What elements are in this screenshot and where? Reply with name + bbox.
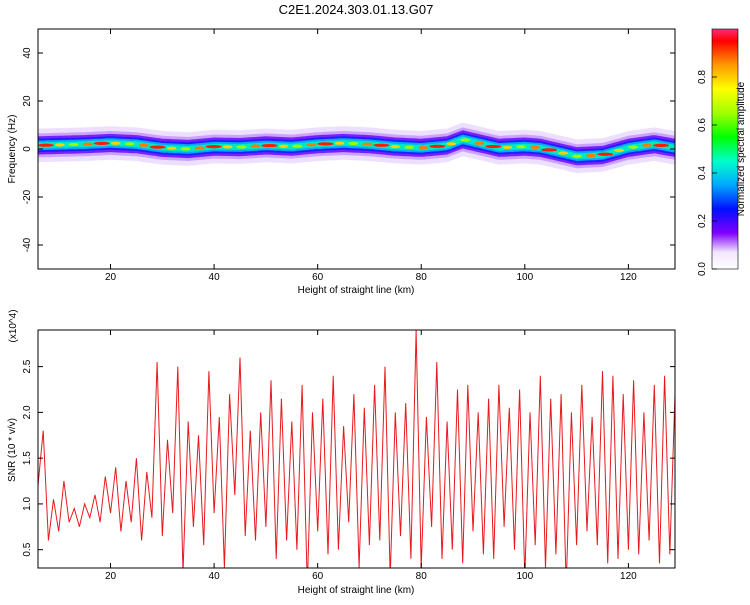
snr-multiplier: (x10^4) xyxy=(8,309,19,342)
colorbar-label: Normalized spectral amplitude xyxy=(736,81,747,216)
y-tick-label: 2.0 xyxy=(22,405,33,419)
colorbar-ticks: 0.0 0.2 0.4 0.6 0.8 xyxy=(697,70,717,276)
x-tick-label: 60 xyxy=(312,272,324,283)
heatmap-peak xyxy=(474,141,485,145)
heatmap-band xyxy=(38,136,675,160)
heatmap-peak xyxy=(166,146,177,150)
heatmap-peak xyxy=(82,142,93,146)
x-tick-label: 120 xyxy=(620,571,637,582)
heatmap-peak xyxy=(586,153,597,158)
heatmap-band xyxy=(38,134,675,161)
heatmap-peak xyxy=(653,143,670,147)
heatmap-peak xyxy=(446,142,457,146)
snr-panel: 20 40 60 80 100 120 0.5 1.0 1.5 2.0 2.5 Height of… xyxy=(7,309,676,596)
heatmap-peak xyxy=(558,151,569,155)
spectrogram-x-label: Height of straight line (km) xyxy=(298,285,415,296)
heatmap-peak xyxy=(222,145,233,149)
heatmap-peak xyxy=(516,145,527,149)
x-tick-label: 120 xyxy=(620,272,637,283)
spectrogram-y-label: Frequency (Hz) xyxy=(7,115,18,184)
y-tick-label: 40 xyxy=(22,47,33,59)
heatmap-peak xyxy=(404,145,415,149)
y-tick-label: 0 xyxy=(22,146,33,152)
snr-x-label: Height of straight line (km) xyxy=(298,585,415,596)
colorbar-tick-label: 0.6 xyxy=(697,118,708,132)
y-tick-label: 1.0 xyxy=(22,497,33,511)
heatmap-peak xyxy=(93,141,110,146)
x-tick-label: 100 xyxy=(516,571,533,582)
heatmap-peak xyxy=(278,144,289,148)
snr-y-label: SNR (10 * v/v) xyxy=(7,418,18,482)
snr-plot-area xyxy=(38,330,675,568)
y-tick-label: -20 xyxy=(22,189,33,204)
heatmap-peak xyxy=(642,143,653,147)
colorbar: 0.0 0.2 0.4 0.6 0.8 Normalized spectral ampl… xyxy=(697,28,747,276)
heatmap-peak xyxy=(390,145,401,149)
heatmap-peak xyxy=(614,148,625,152)
heatmap-peak xyxy=(38,143,54,147)
snr-frame xyxy=(37,329,676,569)
heatmap-peak xyxy=(292,144,303,148)
x-tick-label: 100 xyxy=(516,272,533,283)
heatmap-peak xyxy=(530,145,541,149)
x-tick-label: 60 xyxy=(312,571,324,582)
heatmap-layer xyxy=(38,122,675,173)
heatmap-peak xyxy=(541,148,558,152)
x-tick-label: 20 xyxy=(105,571,117,582)
x-tick-label: 20 xyxy=(105,272,117,283)
heatmap-peak xyxy=(485,144,502,149)
colorbar-tick-label: 0.2 xyxy=(697,214,708,228)
heatmap-peak xyxy=(261,143,278,148)
spectrogram-panel: 20 40 60 80 100 120 40 20 0 -20 -40 Height of str… xyxy=(7,28,676,296)
heatmap-peak xyxy=(418,146,429,150)
heatmap-peak xyxy=(68,142,79,147)
heatmap-peak xyxy=(572,154,583,158)
heatmap-peak xyxy=(362,142,373,146)
heatmap-peak xyxy=(334,141,345,145)
snr-x-ticks: 20 40 60 80 100 120 xyxy=(105,330,637,582)
x-tick-label: 80 xyxy=(416,272,428,283)
heatmap-peak xyxy=(429,144,446,148)
snr-series-line xyxy=(38,330,675,568)
colorbar-gradient xyxy=(711,28,739,270)
colorbar-tick-label: 0.8 xyxy=(697,70,708,84)
x-tick-label: 40 xyxy=(209,571,221,582)
heatmap-peak xyxy=(54,143,65,147)
heatmap-peak xyxy=(180,147,191,151)
snr-y-ticks: 0.5 1.0 1.5 2.0 2.5 xyxy=(22,359,675,557)
heatmap-peak xyxy=(460,138,471,142)
y-tick-label: 2.5 xyxy=(22,359,33,373)
heatmap-peak xyxy=(124,142,135,146)
heatmap-peak xyxy=(250,144,261,148)
heatmap-peak xyxy=(348,141,359,146)
y-tick-label: 0.5 xyxy=(22,542,33,556)
heatmap-peak xyxy=(628,145,639,149)
x-tick-label: 80 xyxy=(416,571,428,582)
heatmap-peak xyxy=(138,143,149,147)
heatmap-peak xyxy=(110,141,121,145)
colorbar-tick-label: 0.0 xyxy=(697,262,708,276)
spectrogram-y-ticks: 40 20 0 -20 -40 xyxy=(22,47,675,252)
heatmap-peak xyxy=(205,145,222,149)
x-tick-label: 40 xyxy=(209,272,221,283)
heatmap-peak xyxy=(306,143,317,147)
heatmap-peak xyxy=(502,145,513,150)
y-tick-label: 20 xyxy=(22,95,33,107)
heatmap-peak xyxy=(194,146,205,150)
heatmap-peak xyxy=(236,145,247,149)
heatmap-peak xyxy=(149,145,166,149)
chart-title: C2E1.2024.303.01.13.G07 xyxy=(279,2,434,17)
heatmap-peak xyxy=(597,152,614,156)
y-tick-label: -40 xyxy=(22,237,33,252)
colorbar-tick-label: 0.4 xyxy=(697,166,708,180)
heatmap-peak xyxy=(373,143,390,147)
spectrogram-x-ticks: 20 40 60 80 100 120 xyxy=(105,29,637,283)
y-tick-label: 1.5 xyxy=(22,451,33,465)
heatmap-peak xyxy=(317,142,334,146)
